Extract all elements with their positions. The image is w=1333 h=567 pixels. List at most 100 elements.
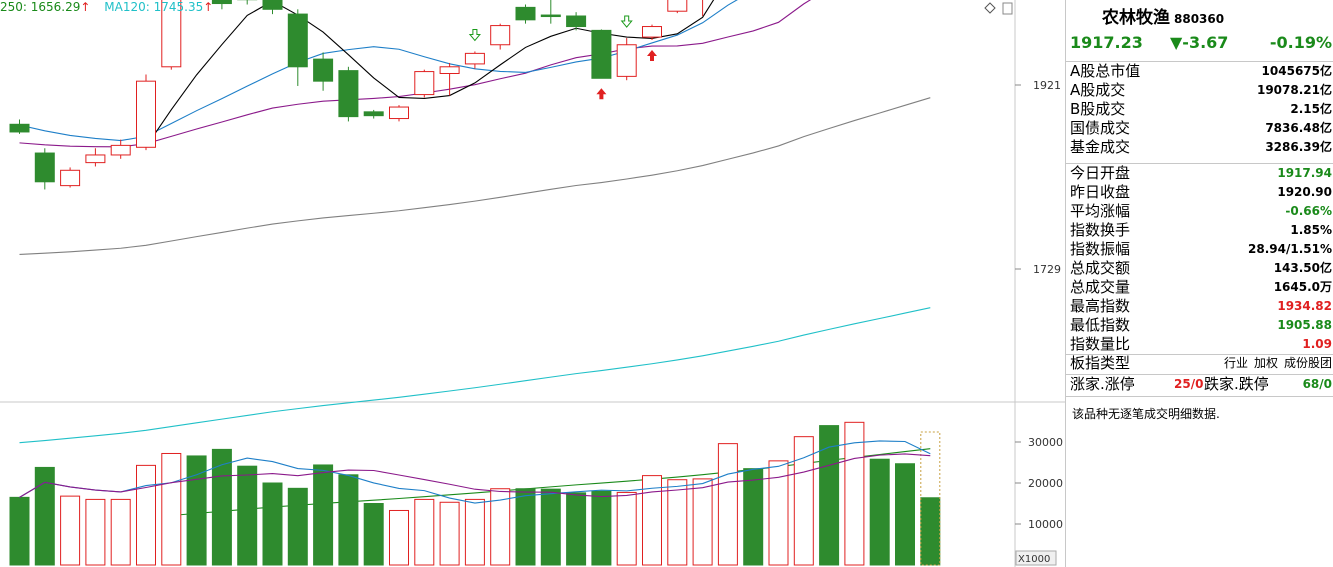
volume-bar	[895, 463, 915, 566]
ma60-line	[19, 97, 931, 256]
candle-body	[262, 0, 283, 10]
volume-tick-label: 30000	[1028, 436, 1063, 449]
candle-body	[490, 25, 511, 46]
divider	[1066, 396, 1333, 397]
volume-unit-box	[1015, 550, 1057, 566]
stat-value: 1920.90	[1277, 185, 1332, 199]
volume-bar	[389, 509, 409, 566]
candle-body	[439, 66, 460, 74]
candle-body	[515, 6, 536, 21]
sell-signal-icon	[620, 15, 633, 28]
volume-bar	[262, 482, 283, 566]
stat-row: 总成交量 1645.0万	[1066, 278, 1333, 297]
volume-bar	[136, 464, 156, 566]
summary-row: A股总市值 1045675亿	[1066, 62, 1333, 81]
volume-bar	[793, 436, 814, 566]
no-tick-data-note: 该品种无逐笔成交明细数据.	[1072, 407, 1220, 421]
volume-bar	[439, 501, 460, 566]
volume-bar	[287, 487, 308, 566]
ma20-line	[19, 0, 812, 148]
candle-body	[591, 29, 612, 79]
stat-value: 1645.0万	[1273, 280, 1332, 294]
down-count-value: 68/0	[1302, 377, 1332, 391]
summary-value: 3286.39亿	[1265, 140, 1332, 154]
up-count-label: 涨家.涨停	[1070, 375, 1135, 393]
stat-row: 最低指数 1905.88	[1066, 316, 1333, 335]
buy-signal-icon	[647, 49, 657, 61]
stat-value: -0.66%	[1285, 204, 1332, 218]
current-volume-frame	[920, 431, 941, 566]
summary-label: A股总市值	[1070, 62, 1141, 80]
summary-row: 国债成交 7836.48亿	[1066, 119, 1333, 138]
volume-bar	[9, 496, 30, 566]
volume-bar	[34, 466, 55, 566]
ma250-legend: 250: 1656.29↑	[0, 0, 91, 14]
candle-body	[161, 0, 182, 68]
down-count-label: 跌家.跌停	[1204, 375, 1269, 393]
ma10-line	[19, 0, 738, 142]
ma5-line	[145, 0, 715, 148]
volume-bar	[237, 465, 258, 566]
stat-value: 1.85%	[1290, 223, 1332, 237]
summary-row: 基金成交 3286.39亿	[1066, 138, 1333, 157]
summary-label: 国债成交	[1070, 119, 1131, 137]
candle-body	[287, 13, 308, 68]
volume-bar	[60, 495, 81, 566]
panel-title: 农林牧渔 880360	[1102, 3, 1224, 28]
quote-panel: 农林牧渔 880360 1917.23 ▼-3.67 -0.19% A股总市值 10…	[1065, 0, 1333, 567]
index-type-tag[interactable]: 行业	[1223, 356, 1248, 370]
volume-bar	[490, 488, 511, 566]
stat-row: 指数换手 1.85%	[1066, 221, 1333, 240]
index-type-tag[interactable]: 加权	[1253, 356, 1278, 370]
stat-label: 指数量比	[1070, 335, 1131, 353]
stat-label: 昨日收盘	[1070, 183, 1131, 201]
volume-bar	[717, 443, 738, 566]
summary-value: 1045675亿	[1261, 64, 1332, 78]
candle-body	[414, 71, 435, 96]
stat-row: 指数量比 1.09	[1066, 335, 1333, 354]
volume-bar	[186, 455, 207, 566]
candle-body	[667, 0, 688, 12]
volume-bar	[211, 448, 232, 566]
volume-bar	[768, 460, 789, 566]
kline-chart-svg[interactable]: 19211729300002000010000X10001801.33 - 18…	[0, 0, 1065, 567]
diamond-icon	[984, 2, 996, 14]
candle-body	[110, 144, 131, 156]
buy-signal-icon	[596, 88, 607, 100]
volume-bar	[869, 458, 890, 566]
ma120-legend: MA120: 1745.35↑	[104, 0, 214, 14]
summary-value: 19078.21亿	[1256, 83, 1332, 97]
kline-chart-area[interactable]: 19211729300002000010000X10001801.33 - 18…	[0, 0, 1065, 567]
stat-row: 最高指数 1934.82	[1066, 297, 1333, 316]
candle-body	[642, 26, 662, 38]
stat-value: 1.09	[1302, 337, 1332, 351]
quote-row: 1917.23 ▼-3.67 -0.19%	[1070, 33, 1333, 55]
volume-bar	[161, 452, 182, 566]
panel-toggle-icon	[1002, 2, 1013, 15]
candle-body	[9, 123, 30, 133]
stat-value: 1917.94	[1277, 166, 1332, 180]
candle-body	[313, 58, 334, 82]
stat-row: 昨日收盘 1920.90	[1066, 183, 1333, 202]
volume-bar	[692, 478, 713, 566]
ma120-line	[19, 307, 931, 444]
ma-legend: 250: 1656.29↑ MA120: 1745.35↑	[0, 0, 223, 14]
candle-body	[34, 152, 55, 183]
index-type-row: 板指类型 行业 加权 成份股团	[1066, 354, 1333, 373]
stat-row: 指数振幅 28.94/1.51%	[1066, 240, 1333, 259]
volume-bar	[363, 503, 384, 566]
volume-bar	[566, 492, 587, 566]
candle-body	[60, 169, 81, 187]
candle-body	[85, 154, 106, 164]
volume-tick-label: 10000	[1028, 518, 1063, 531]
candle-body	[211, 0, 232, 5]
volume-bar	[920, 497, 941, 566]
price-tick-label: 1729	[1033, 263, 1061, 276]
volume-bar	[743, 468, 764, 566]
volume-tick-label: 20000	[1028, 477, 1063, 490]
stat-row: 平均涨幅 -0.66%	[1066, 202, 1333, 221]
volume-bar	[85, 498, 106, 566]
volume-bar	[338, 474, 359, 566]
index-type-tag[interactable]: 成份股团	[1283, 356, 1332, 370]
summary-label: A股成交	[1070, 81, 1126, 99]
